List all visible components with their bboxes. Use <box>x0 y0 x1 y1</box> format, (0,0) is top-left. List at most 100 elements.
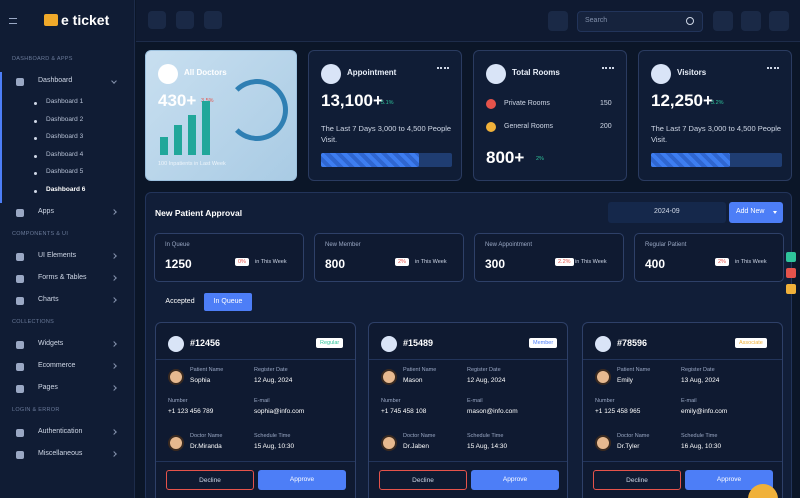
summary-box: New Appointment 300 2.2% in This Week <box>474 233 624 282</box>
chevron <box>111 429 117 435</box>
submenu-dot <box>34 137 37 140</box>
decline-button[interactable]: Decline <box>379 470 467 490</box>
fullscreen-button[interactable] <box>548 11 568 31</box>
summary-change: 2% <box>715 258 729 266</box>
patient-icon <box>168 336 184 352</box>
submenu-item[interactable]: Dashboard 6 <box>46 185 86 193</box>
menu-icon <box>16 363 24 371</box>
divider <box>583 461 782 462</box>
submenu-item[interactable]: Dashboard 4 <box>46 150 84 158</box>
toolbar-button[interactable] <box>204 11 222 29</box>
section-title: LOGIN & ERROR <box>12 407 60 413</box>
submenu-item[interactable]: Dashboard 2 <box>46 115 84 123</box>
more-menu[interactable] <box>602 67 614 71</box>
stat-note: The Last 7 Days 3,000 to 4,500 People Vi… <box>651 124 782 144</box>
stat-change: 2% <box>536 156 544 162</box>
more-menu[interactable] <box>767 67 779 71</box>
summary-period: in This Week <box>255 259 287 265</box>
progress-track <box>651 153 782 167</box>
toolbar-button[interactable] <box>176 11 194 29</box>
bar-decoration <box>174 125 182 155</box>
submenu-dot <box>34 189 37 193</box>
field-label: Patient Name <box>190 367 224 373</box>
header-button[interactable] <box>769 11 789 31</box>
header-button[interactable] <box>741 11 761 31</box>
field-label: Doctor Name <box>617 433 650 439</box>
stat-card: Appointment 13,100+ 5.1% The Last 7 Days 3,… <box>308 50 462 181</box>
search-box[interactable]: Search <box>577 11 703 32</box>
submenu-dot <box>34 102 37 105</box>
approve-button[interactable]: Approve <box>258 470 346 490</box>
stat-value: 13,100+ <box>321 91 383 110</box>
stat-value: 800+ <box>486 148 525 167</box>
field-label: Register Date <box>467 367 501 373</box>
stethoscope <box>226 79 288 141</box>
active-bar <box>0 72 2 203</box>
summary-change: 2.2% <box>555 258 574 266</box>
field-value: Dr.Tyler <box>617 443 640 450</box>
field-value: Sophia <box>190 377 211 384</box>
side-widget[interactable] <box>786 284 796 294</box>
menu-item[interactable]: Widgets <box>38 340 64 347</box>
menu-item[interactable]: UI Elements <box>38 252 77 259</box>
toolbar-button[interactable] <box>148 11 166 29</box>
section-title: COMPONENTS & UI <box>12 231 69 237</box>
field-label: Schedule Time <box>467 433 504 439</box>
stat-value: 12,250+ <box>651 91 713 110</box>
more-menu[interactable] <box>437 67 449 71</box>
stat-title: Appointment <box>347 68 397 77</box>
avatar <box>595 435 611 451</box>
menu-item[interactable]: Apps <box>38 208 54 215</box>
field-value: 12 Aug, 2024 <box>467 377 506 384</box>
submenu-item[interactable]: Dashboard 1 <box>46 98 84 105</box>
submenu-item[interactable]: Dashboard 3 <box>46 133 84 140</box>
button-label: Decline <box>626 477 648 484</box>
summary-change: 2% <box>395 258 409 266</box>
chevron <box>111 78 117 84</box>
approve-button[interactable]: Approve <box>685 470 773 490</box>
summary-box: Regular Patient 400 2% in This Week <box>634 233 784 282</box>
approve-button[interactable]: Approve <box>471 470 559 490</box>
field-label: Register Date <box>681 367 715 373</box>
patient-card: #12456 Regular Patient Name Sophia Register … <box>155 322 356 498</box>
add-new-button[interactable]: Add New <box>729 202 783 223</box>
divider <box>156 461 355 462</box>
tab[interactable]: Accepted <box>159 293 201 311</box>
side-widget[interactable] <box>786 268 796 278</box>
submenu-item[interactable]: Dashboard 5 <box>46 168 84 175</box>
tab[interactable]: In Queue <box>204 293 252 311</box>
menu-item[interactable]: Authentication <box>38 428 83 435</box>
menu-item[interactable]: Forms & Tables <box>38 274 87 281</box>
divider <box>369 461 567 462</box>
section-title: New Patient Approval <box>155 208 243 218</box>
field-label: Schedule Time <box>681 433 718 439</box>
menu-item[interactable]: Miscellaneous <box>38 450 83 457</box>
button-label: Add New <box>736 208 765 215</box>
decline-button[interactable]: Decline <box>593 470 681 490</box>
side-widget[interactable] <box>786 252 796 262</box>
chevron <box>111 363 117 369</box>
menu-item[interactable]: Charts <box>38 296 59 303</box>
button-label: Decline <box>412 477 434 484</box>
menu-icon[interactable] <box>9 18 17 24</box>
field-value: 15 Aug, 14:30 <box>467 443 508 450</box>
field-label: Number <box>381 398 401 404</box>
divider <box>156 359 355 360</box>
menu-item[interactable]: Pages <box>38 384 58 391</box>
field-value: 15 Aug, 10:30 <box>254 443 295 450</box>
submenu-dot <box>34 154 37 158</box>
bar-decoration <box>188 115 196 155</box>
menu-item[interactable]: Dashboard <box>38 77 73 84</box>
stat-value: 430+ <box>158 91 197 110</box>
field-value: +1 125 458 965 <box>595 408 641 415</box>
decline-button[interactable]: Decline <box>166 470 254 490</box>
field-value: +1 745 458 108 <box>381 408 427 415</box>
summary-label: Regular Patient <box>645 242 687 248</box>
menu-item[interactable]: Ecommerce <box>38 362 76 369</box>
summary-value: 800 <box>325 257 346 271</box>
date-picker[interactable]: 2024-09 <box>608 202 726 223</box>
settings-fab[interactable] <box>748 484 778 498</box>
header-button[interactable] <box>713 11 733 31</box>
stat-title: Visitors <box>677 68 707 77</box>
